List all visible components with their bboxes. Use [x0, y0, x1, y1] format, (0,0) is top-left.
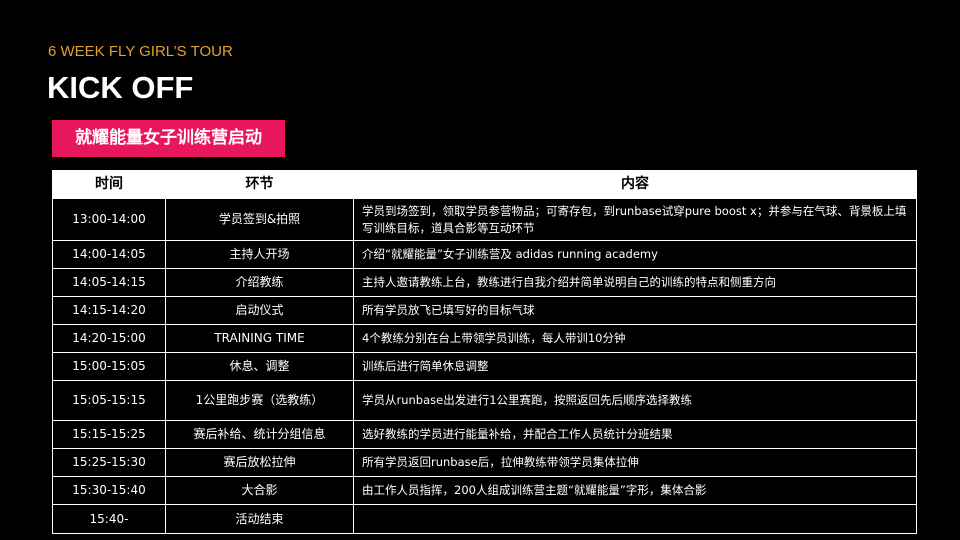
- table-cell: 所有学员返回runbase后，拉伸教练带领学员集体拉伸: [353, 448, 917, 477]
- table-cell: 主持人开场: [165, 240, 354, 269]
- table-cell: 选好教练的学员进行能量补给，并配合工作人员统计分班结果: [353, 420, 917, 449]
- schedule-table: 时间 环节 内容 13:00-14:00 学员签到&拍照 学员到场签到，领取学员参营物品…: [52, 170, 917, 534]
- table-cell: 休息、调整: [165, 352, 354, 381]
- table-body: 13:00-14:00 学员签到&拍照 学员到场签到，领取学员参营物品；可寄存包，到…: [52, 198, 917, 534]
- column-header: 内容: [353, 170, 917, 199]
- table-cell: 训练后进行简单休息调整: [353, 352, 917, 381]
- table-cell: 主持人邀请教练上台，教练进行自我介绍并简单说明自己的训练的特点和侧重方向: [353, 268, 917, 297]
- table-cell: 学员到场签到，领取学员参营物品；可寄存包，到runbase试穿pure boos…: [353, 198, 917, 241]
- table-cell: 1公里跑步赛（选教练）: [165, 380, 354, 421]
- table-cell: 14:20-15:00: [52, 324, 166, 353]
- table-row: 15:05-15:15 1公里跑步赛（选教练） 学员从runbase出发进行1公里赛…: [52, 380, 917, 421]
- table-row: 15:15-15:25 赛后补给、统计分组信息 选好教练的学员进行能量补给，并配合工…: [52, 420, 917, 449]
- table-cell: 14:05-14:15: [52, 268, 166, 297]
- column-header: 环节: [165, 170, 354, 199]
- table-row: 14:15-14:20 启动仪式 所有学员放飞已填写好的目标气球: [52, 296, 917, 325]
- table-cell: 所有学员放飞已填写好的目标气球: [353, 296, 917, 325]
- table-cell: 14:00-14:05: [52, 240, 166, 269]
- table-cell: 15:30-15:40: [52, 476, 166, 505]
- table-cell: 学员从runbase出发进行1公里赛跑，按照返回先后顺序选择教练: [353, 380, 917, 421]
- table-cell: 启动仪式: [165, 296, 354, 325]
- table-cell: 15:40-: [52, 504, 166, 534]
- table-cell: 15:00-15:05: [52, 352, 166, 381]
- header-row: 时间 环节 内容: [52, 170, 917, 199]
- table-row: 14:05-14:15 介绍教练 主持人邀请教练上台，教练进行自我介绍并简单说明自己…: [52, 268, 917, 297]
- title: KICK OFF: [47, 70, 194, 105]
- column-header: 时间: [52, 170, 166, 199]
- table-cell: 赛后放松拉伸: [165, 448, 354, 477]
- table-row: 14:20-15:00 TRAINING TIME 4个教练分别在台上带领学员训练，…: [52, 324, 917, 353]
- table-cell: 13:00-14:00: [52, 198, 166, 241]
- table-cell: 介绍教练: [165, 268, 354, 297]
- table-cell: TRAINING TIME: [165, 324, 354, 353]
- table-row: 15:00-15:05 休息、调整 训练后进行简单休息调整: [52, 352, 917, 381]
- subtitle: 6 WEEK FLY GIRL’S TOUR: [48, 43, 233, 60]
- table-row: 14:00-14:05 主持人开场 介绍“就耀能量”女子训练营及 adidas ru…: [52, 240, 917, 269]
- table-row: 15:40- 活动结束: [52, 504, 917, 534]
- table-cell: [353, 504, 917, 534]
- table-cell: 15:25-15:30: [52, 448, 166, 477]
- table-row: 15:30-15:40 大合影 由工作人员指挥，200人组成训练营主题“就耀能量”字…: [52, 476, 917, 505]
- table-cell: 介绍“就耀能量”女子训练营及 adidas running academy: [353, 240, 917, 269]
- table-row: 15:25-15:30 赛后放松拉伸 所有学员返回runbase后，拉伸教练带领学员…: [52, 448, 917, 477]
- table-cell: 4个教练分别在台上带领学员训练，每人带训10分钟: [353, 324, 917, 353]
- table-cell: 赛后补给、统计分组信息: [165, 420, 354, 449]
- table-cell: 活动结束: [165, 504, 354, 534]
- table-cell: 15:05-15:15: [52, 380, 166, 421]
- table-cell: 14:15-14:20: [52, 296, 166, 325]
- table-cell: 15:15-15:25: [52, 420, 166, 449]
- table-row: 13:00-14:00 学员签到&拍照 学员到场签到，领取学员参营物品；可寄存包，到…: [52, 198, 917, 241]
- table-cell: 由工作人员指挥，200人组成训练营主题“就耀能量”字形，集体合影: [353, 476, 917, 505]
- table-cell: 学员签到&拍照: [165, 198, 354, 241]
- banner: 就耀能量女子训练营启动: [52, 120, 285, 157]
- table-cell: 大合影: [165, 476, 354, 505]
